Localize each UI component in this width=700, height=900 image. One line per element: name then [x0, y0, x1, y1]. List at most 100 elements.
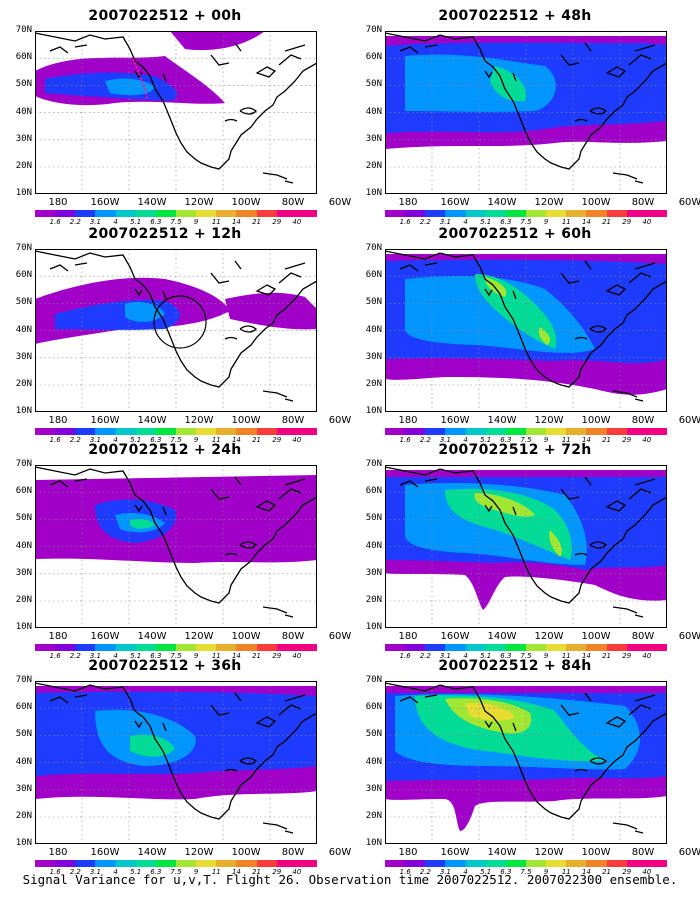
panel-title: 2007022512 + 36h — [88, 658, 242, 674]
colorbar-label: 2.2 — [69, 652, 81, 660]
y-tick-label: 30N — [15, 351, 32, 362]
colorbar-label: 21 — [252, 218, 262, 226]
y-tick-label: 30N — [15, 133, 32, 144]
colorbar-swatch — [175, 644, 197, 651]
y-tick-label: 70N — [15, 243, 32, 253]
colorbar-label: 21 — [602, 218, 612, 226]
colorbar-swatch — [95, 428, 116, 435]
colorbar-label: 1.6 — [399, 436, 411, 444]
x-tick-label: 160W — [90, 197, 120, 208]
y-tick-label: 30N — [365, 783, 382, 794]
x-tick-label: 160W — [440, 847, 470, 858]
colorbar-swatch — [236, 644, 257, 651]
colorbar-label: 6.3 — [500, 218, 512, 226]
colorbar-swatch — [626, 210, 647, 217]
colorbar-label: 5.1 — [480, 652, 492, 660]
y-tick-label: 70N — [15, 25, 32, 35]
colorbar-label: 40 — [642, 868, 652, 876]
map-panel-84h: 2007022512 + 84h 70N 60N 50N 40N 30N 20N 10N 18… — [350, 658, 700, 876]
colorbar-swatch — [196, 428, 217, 435]
colorbar-label: 40 — [642, 436, 652, 444]
coastline — [224, 757, 257, 772]
y-tick-label: 10N — [15, 188, 32, 199]
colorbar-swatch — [135, 860, 156, 867]
colorbar-swatch — [465, 860, 486, 867]
x-tick-label: 100W — [581, 415, 611, 426]
colorbar-label: 4 — [113, 868, 118, 876]
variance-map — [385, 31, 667, 194]
x-tick-label: 120W — [184, 197, 214, 208]
colorbar-swatch — [525, 644, 547, 651]
panel-title: 2007022512 + 00h — [88, 8, 242, 24]
x-tick-label: 80W — [281, 847, 305, 858]
colorbar-label: 9 — [193, 868, 199, 876]
colorbar-swatch — [385, 644, 406, 651]
colorbar-swatch — [485, 860, 506, 867]
x-tick-label: 160W — [90, 631, 120, 642]
y-tick-label: 50N — [365, 729, 382, 740]
y-tick-label: 30N — [15, 567, 32, 578]
x-tick-label: 140W — [487, 197, 517, 208]
colorbar-swatch — [566, 644, 587, 651]
coastline — [385, 682, 667, 820]
coastline — [224, 107, 257, 122]
map-panel-12h: 2007022512 + 12h 70N 60N 50N 40N 30N 20N 10N 18… — [0, 226, 352, 444]
colorbar-swatch — [216, 860, 237, 867]
colorbar-swatch — [296, 210, 317, 217]
colorbar-swatch — [425, 210, 446, 217]
x-tick-label: 120W — [534, 197, 564, 208]
colorbar-label: 9 — [543, 868, 549, 876]
map-plot-area — [385, 249, 667, 412]
colorbar-swatch — [115, 860, 136, 867]
y-tick-label: 50N — [15, 297, 32, 308]
y-tick-label: 40N — [15, 106, 32, 117]
y-tick-label: 20N — [365, 379, 382, 389]
x-tick-label: 180 — [398, 415, 418, 426]
colorbar — [385, 644, 667, 651]
colorbar-label: 9 — [193, 652, 199, 660]
colorbar-swatch — [296, 860, 317, 867]
colorbar-label: 1.6 — [49, 436, 61, 444]
y-tick-label: 50N — [365, 79, 382, 90]
colorbar-label: 1.6 — [399, 868, 411, 876]
y-tick-label: 70N — [365, 675, 382, 685]
colorbar-label: 29 — [272, 652, 282, 660]
colorbar-swatch — [425, 428, 446, 435]
colorbar-label: 40 — [292, 436, 302, 444]
colorbar-swatch — [626, 860, 647, 867]
colorbar-label: 5.1 — [130, 218, 142, 226]
y-tick-label: 40N — [365, 324, 382, 335]
colorbar-swatch — [626, 428, 647, 435]
colorbar-swatch — [115, 428, 136, 435]
x-tick-label: 140W — [487, 415, 517, 426]
colorbar-swatch — [546, 860, 567, 867]
y-tick-label: 10N — [365, 622, 382, 633]
map-plot-area — [35, 249, 317, 412]
y-tick-label: 40N — [15, 756, 32, 767]
colorbar-swatch — [196, 860, 217, 867]
map-panel-48h: 2007022512 + 48h 70N 60N 50N 40N 30N 20N 10N 18… — [350, 8, 700, 226]
colorbar-swatch — [485, 644, 506, 651]
colorbar-swatch — [256, 210, 277, 217]
x-tick-label: 100W — [231, 197, 261, 208]
panel-title: 2007022512 + 60h — [438, 226, 592, 242]
colorbar-swatch — [586, 860, 607, 867]
colorbar-swatch — [445, 644, 466, 651]
colorbar — [35, 644, 317, 651]
x-tick-label: 80W — [281, 415, 305, 426]
y-tick-label: 60N — [365, 702, 382, 713]
colorbar-label: 40 — [642, 652, 652, 660]
colorbar-label: 7.5 — [520, 652, 532, 660]
colorbar-label: 3.1 — [439, 436, 451, 444]
map-plot-area — [385, 31, 667, 194]
colorbar-swatch — [236, 428, 257, 435]
coastline — [385, 32, 667, 170]
colorbar-swatch — [95, 210, 116, 217]
colorbar-label: 2.2 — [419, 218, 431, 226]
colorbar-label: 21 — [602, 868, 612, 876]
y-tick-label: 60N — [365, 52, 382, 63]
colorbar-label: 4 — [113, 218, 118, 226]
colorbar-swatch — [35, 210, 56, 217]
colorbar-swatch — [296, 428, 317, 435]
colorbar-swatch — [385, 428, 406, 435]
